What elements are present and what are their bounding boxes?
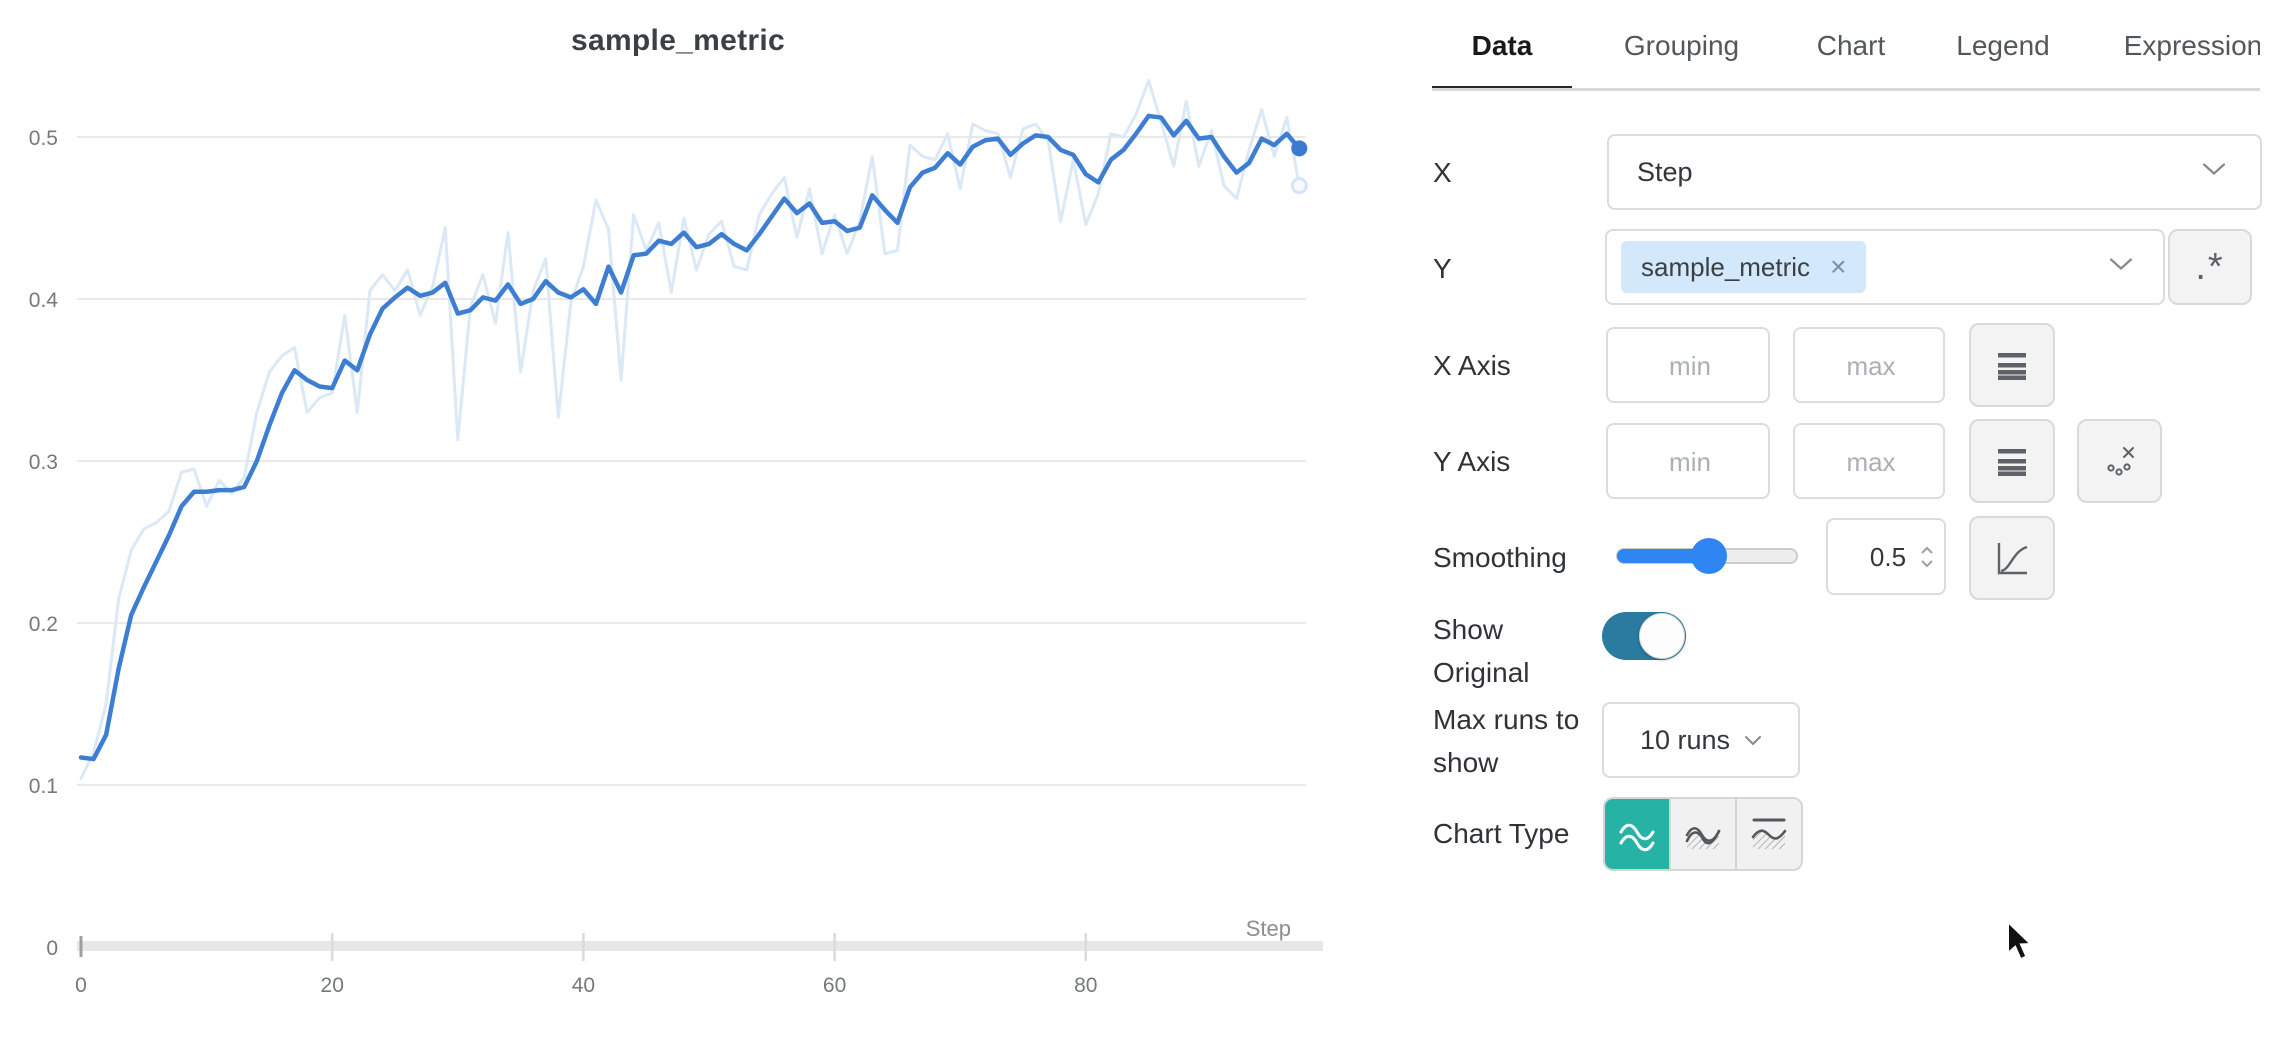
panel-editor: Data Grouping Chart Legend Expressions X Ste… bbox=[1432, 0, 2272, 1040]
remove-chip-icon[interactable]: × bbox=[1830, 251, 1847, 282]
y-tick-label: 0 bbox=[46, 937, 58, 960]
y-select[interactable]: sample_metric × bbox=[1605, 229, 2165, 305]
smoothing-row-label: Smoothing bbox=[1433, 542, 1567, 573]
smoothing-slider[interactable] bbox=[1616, 538, 1798, 574]
x-axis-row-label: X Axis bbox=[1433, 350, 1511, 381]
show-original-label: Show Original bbox=[1433, 614, 1530, 688]
x-tick-label: 40 bbox=[572, 974, 595, 997]
tab-grouping[interactable]: Grouping bbox=[1623, 30, 1740, 61]
show-original-toggle[interactable] bbox=[1602, 612, 1686, 660]
y-axis-max-input[interactable] bbox=[1795, 425, 1947, 499]
tab-legend[interactable]: Legend bbox=[1956, 30, 2050, 61]
chevron-down-icon bbox=[2109, 258, 2133, 277]
x-tick-label: 0 bbox=[75, 974, 87, 997]
original-endpoint-dot bbox=[1290, 177, 1308, 195]
chart-type-percentile-button[interactable] bbox=[1735, 799, 1801, 869]
number-stepper[interactable] bbox=[1920, 546, 1934, 568]
smoothing-type-button[interactable] bbox=[1969, 516, 2055, 600]
smoothing-value-field[interactable] bbox=[1826, 518, 1972, 595]
y-axis-min-field[interactable] bbox=[1606, 423, 1772, 499]
log-scale-icon bbox=[1998, 353, 2026, 380]
min-max-area-icon bbox=[1685, 826, 1721, 849]
original-line bbox=[79, 78, 1301, 781]
y-metric-chip-label: sample_metric bbox=[1641, 251, 1811, 282]
toggle-knob bbox=[1639, 613, 1685, 659]
ignore-outliers-button[interactable] bbox=[2077, 419, 2162, 503]
x-axis-min-input[interactable] bbox=[1608, 329, 1772, 403]
x-row-label: X bbox=[1433, 157, 1452, 188]
smoothing-slider-fill bbox=[1617, 549, 1711, 563]
chevron-down-icon bbox=[1745, 735, 1762, 745]
percentile-area-icon bbox=[1751, 818, 1787, 849]
chart-type-line-button[interactable] bbox=[1605, 799, 1669, 869]
y-axis-max-field[interactable] bbox=[1793, 423, 1947, 499]
smoothing-curve-icon bbox=[1997, 543, 2028, 575]
y-tick-label: 0.5 bbox=[29, 127, 58, 150]
x-axis-title: Step bbox=[1246, 916, 1291, 941]
tab-data[interactable]: Data bbox=[1432, 16, 1572, 88]
y-log-scale-button[interactable] bbox=[1969, 419, 2055, 503]
max-runs-value: 10 runs bbox=[1639, 724, 1731, 755]
smoothing-slider-knob[interactable] bbox=[1691, 538, 1727, 574]
chart-panel: sample_metric 0 0.1 0.2 0.3 0.4 0.5 0 20 40 60 80 S… bbox=[0, 0, 1430, 1040]
x-tick-label: 20 bbox=[321, 974, 344, 997]
x-axis-band bbox=[77, 941, 1323, 951]
chart-type-label: Chart Type bbox=[1433, 818, 1570, 849]
x-axis-max-field[interactable] bbox=[1793, 327, 1947, 403]
max-runs-label: Max runs to show bbox=[1433, 704, 1580, 778]
log-scale-icon bbox=[1998, 449, 2026, 476]
tab-bar: Data Grouping Chart Legend Expressions bbox=[1432, 16, 2260, 91]
tab-expressions[interactable]: Expressions bbox=[2123, 30, 2260, 61]
x-select-value: Step bbox=[1637, 157, 1693, 187]
y-tick-label: 0.2 bbox=[29, 613, 58, 636]
chart-type-area-button[interactable] bbox=[1669, 799, 1735, 869]
smoothing-value-input[interactable] bbox=[1828, 520, 1972, 595]
line-plot-icon bbox=[1619, 823, 1655, 852]
y-row-label: Y bbox=[1433, 253, 1452, 284]
x-tick-label: 80 bbox=[1074, 974, 1097, 997]
regex-toggle-button[interactable]: .* bbox=[2168, 229, 2252, 305]
outliers-icon bbox=[2106, 447, 2134, 476]
x-log-scale-button[interactable] bbox=[1969, 323, 2055, 407]
chart-title: sample_metric bbox=[570, 24, 786, 57]
smoothed-endpoint-dot bbox=[1291, 140, 1308, 157]
x-axis-min-field[interactable] bbox=[1606, 327, 1772, 403]
chevron-down-icon bbox=[2202, 163, 2226, 182]
x-tick-label: 60 bbox=[823, 974, 846, 997]
y-tick-label: 0.1 bbox=[29, 775, 58, 798]
max-runs-select[interactable]: 10 runs bbox=[1602, 702, 1800, 778]
y-tick-label: 0.4 bbox=[29, 289, 59, 312]
stepper-down-icon[interactable] bbox=[1920, 559, 1934, 568]
y-metric-chip[interactable]: sample_metric × bbox=[1621, 241, 1867, 293]
y-axis-row-label: Y Axis bbox=[1433, 446, 1511, 477]
chart-type-segmented-control bbox=[1603, 797, 1803, 871]
y-tick-label: 0.3 bbox=[29, 451, 58, 474]
metric-line-chart[interactable]: 0 0.1 0.2 0.3 0.4 0.5 0 20 40 60 80 Step bbox=[0, 0, 1430, 1040]
tab-chart[interactable]: Chart bbox=[1816, 30, 1886, 61]
stepper-up-icon[interactable] bbox=[1920, 546, 1934, 555]
x-axis-max-input[interactable] bbox=[1795, 329, 1947, 403]
mouse-cursor-icon bbox=[2007, 922, 2034, 961]
regex-icon: .* bbox=[2195, 246, 2225, 288]
x-select[interactable]: Step bbox=[1607, 134, 2262, 210]
y-axis-min-input[interactable] bbox=[1608, 425, 1772, 499]
smoothed-line bbox=[78, 113, 1302, 762]
